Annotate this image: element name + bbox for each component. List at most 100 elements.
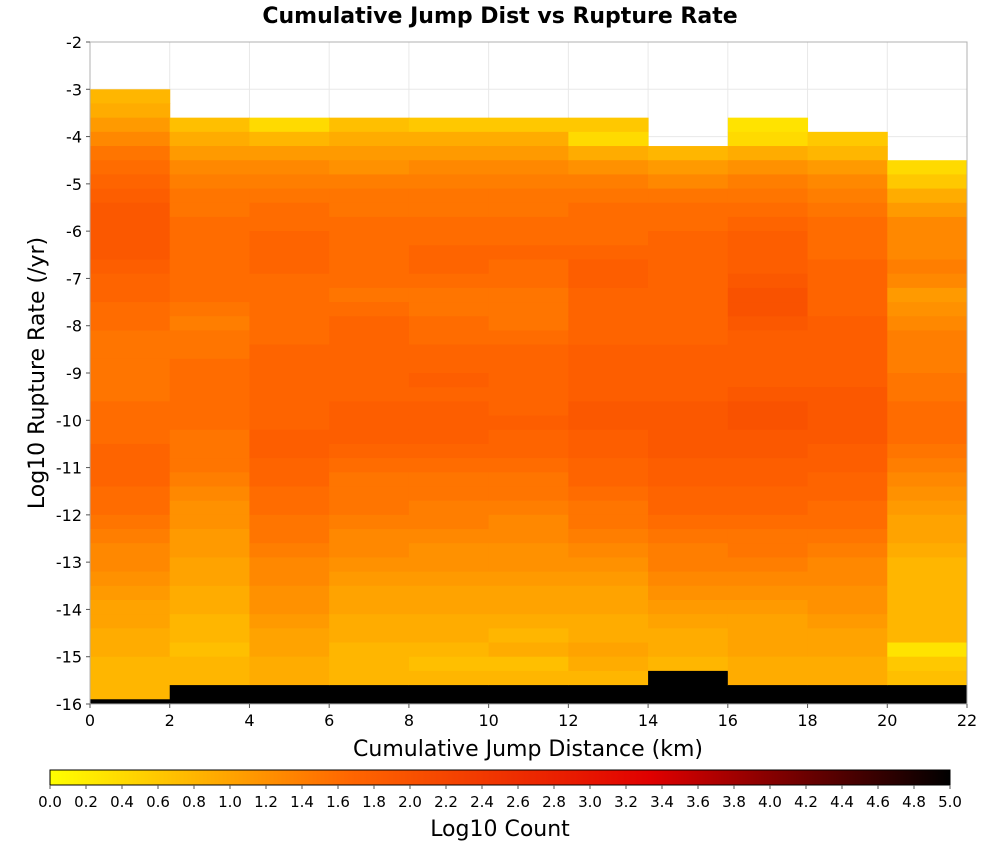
heatmap-cell [887,401,968,417]
heatmap-cell [90,287,171,303]
heatmap-cell [807,401,888,417]
heatmap-cell [408,642,490,658]
heatmap-cell [887,670,968,686]
heatmap-cell [887,245,968,261]
heatmap-cell [887,642,968,658]
heatmap-cell [329,131,410,147]
heatmap-cell [329,585,410,601]
colorbar-ticks: 0.0 0.2 0.4 0.6 0.8 1.0 1.2 1.4 1.6 1.8 2.0 2.2 2.4 2… [38,785,962,811]
x-tick-label: 6 [324,711,334,730]
heatmap-cell [807,557,888,573]
heatmap-cell [329,443,410,459]
heatmap-cell [408,344,490,360]
heatmap-cell [648,358,729,374]
heatmap-cell [568,415,649,431]
y-tick-label: -9 [66,364,82,383]
heatmap-cell [249,529,330,544]
heatmap-cell [887,358,968,374]
heatmap-cell [887,415,968,431]
heatmap-cell [408,330,490,346]
heatmap-cell [249,174,330,190]
heatmap-cell [408,429,490,445]
heatmap-cell [488,401,569,417]
heatmap-cell [90,670,171,686]
heatmap-cell [408,557,490,573]
x-tick-label: 18 [797,711,817,730]
heatmap-cell [249,585,330,601]
heatmap-cell [488,146,569,161]
heatmap-cell [90,571,171,587]
heatmap-cell [488,529,569,544]
heatmap-cell [568,628,649,644]
heatmap-cell [727,302,809,317]
heatmap-cell [727,344,809,360]
colorbar-tick-label: 2.8 [542,793,566,811]
heatmap-cell [727,131,809,147]
heatmap-cell [408,316,490,331]
x-tick-label: 22 [957,711,977,730]
heatmap-cell [488,642,569,658]
heatmap-cell [807,387,888,402]
heatmap-cell [249,387,330,402]
heatmap-cell [807,628,888,644]
heatmap-cell [329,557,410,573]
heatmap-cell [568,500,649,516]
heatmap-cell [90,344,171,360]
heatmap-cell [568,599,649,615]
heatmap-cell [488,543,569,558]
heatmap-cell [648,472,729,487]
colorbar-tick-label: 2.4 [470,793,494,811]
heatmap-cell [807,514,888,530]
heatmap-cell [648,302,729,317]
heatmap-cell [488,188,569,204]
heatmap-cell [488,174,569,190]
heatmap-cell [408,259,490,275]
heatmap-cell [648,486,729,502]
heatmap-cell [90,216,171,232]
heatmap-cell [568,614,649,629]
heatmap-cell [488,500,569,516]
colorbar-tick-label: 3.6 [686,793,710,811]
heatmap-cell [249,273,330,289]
heatmap-cell [887,458,968,473]
y-tick-label: -2 [66,33,82,52]
heatmap-cell [408,117,490,133]
heatmap-cell [887,188,968,204]
y-axis-label: Log10 Rupture Rate (/yr) [25,237,50,509]
heatmap-cell [648,642,729,658]
heatmap-cell [887,429,968,445]
y-axis-ticks: -2 -3 -4 -5 -6 -7 -8 -9 -10 -11 -12 -13 -14 -15 -16 [56,33,90,714]
heatmap-cell [329,330,410,346]
heatmap-cell [329,316,410,331]
heatmap-cell [727,543,809,558]
heatmap-cell [329,514,410,530]
heatmap-cell [90,330,171,346]
heatmap-cell [887,330,968,346]
heatmap-cell [727,231,809,246]
heatmap-cell [249,571,330,587]
heatmap-cell [90,202,171,218]
heatmap-cell [169,642,250,658]
heatmap-cell [648,231,729,246]
colorbar-label: Log10 Count [430,817,570,842]
heatmap-cell [408,529,490,544]
heatmap-cell [648,443,729,459]
heatmap-cell [249,656,330,672]
heatmap-cell [408,188,490,204]
heatmap-cell [90,500,171,516]
heatmap-cell [169,628,250,644]
heatmap-cell [568,486,649,502]
heatmap-cell [807,373,888,388]
heatmap-cell [807,330,888,346]
heatmap-cell [887,174,968,190]
heatmap-cell [249,287,330,303]
heatmap-cell [169,316,250,331]
heatmap-cell [169,344,250,360]
heatmap-cell [568,146,649,161]
heatmap-cell [727,571,809,587]
heatmap-cell [249,670,330,686]
heatmap-cell [727,316,809,331]
x-tick-label: 12 [558,711,578,730]
heatmap-cell [488,472,569,487]
